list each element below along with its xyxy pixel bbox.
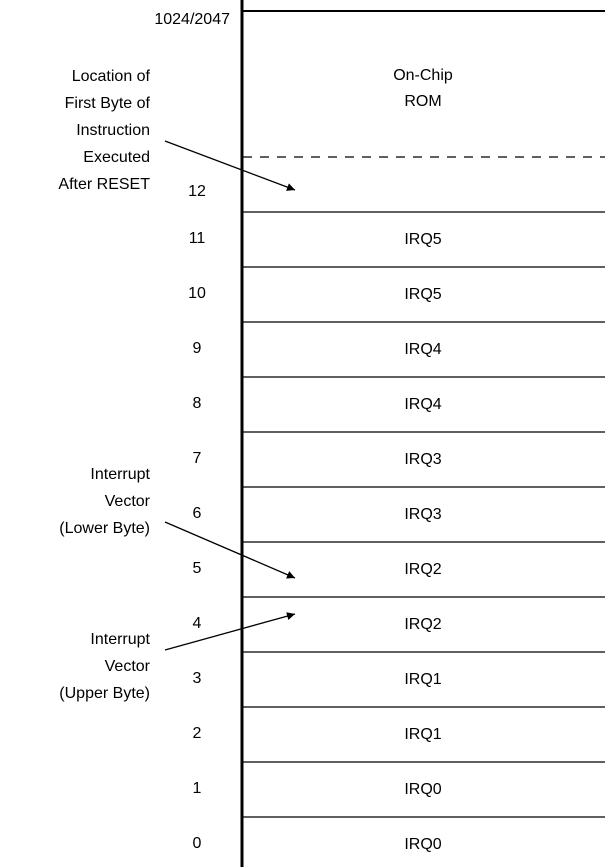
address: 0: [193, 835, 202, 852]
row-label: IRQ3: [404, 451, 441, 468]
address: 3: [193, 670, 202, 687]
address: 5: [193, 560, 202, 577]
row-label: IRQ0: [404, 781, 441, 798]
annotation: (Upper Byte): [59, 685, 150, 702]
row-label: IRQ4: [404, 396, 441, 413]
row-label: IRQ0: [404, 836, 441, 853]
annotation: First Byte of: [65, 95, 151, 112]
annotation: Interrupt: [90, 466, 150, 483]
row-label: IRQ1: [404, 726, 441, 743]
arrow: [164, 612, 296, 651]
row-label: IRQ5: [404, 231, 441, 248]
address: 4: [193, 615, 202, 632]
row-label: IRQ5: [404, 286, 441, 303]
rom-label: On-Chip: [393, 67, 453, 84]
annotation: Vector: [105, 658, 151, 675]
address: 9: [193, 340, 202, 357]
row-label: IRQ1: [404, 671, 441, 688]
annotation: Vector: [105, 493, 151, 510]
arrow: [164, 521, 296, 579]
address: 12: [188, 183, 206, 200]
rom-label: ROM: [404, 93, 441, 110]
annotation: Instruction: [76, 122, 150, 139]
address: 7: [193, 450, 202, 467]
top-address: 1024/2047: [154, 11, 230, 28]
address: 10: [188, 285, 206, 302]
arrow: [164, 140, 296, 191]
address: 8: [193, 395, 202, 412]
address: 2: [193, 725, 202, 742]
annotation: (Lower Byte): [59, 520, 150, 537]
annotation: Interrupt: [90, 631, 150, 648]
row-label: IRQ4: [404, 341, 441, 358]
address: 6: [193, 505, 202, 522]
annotation: Location of: [72, 68, 151, 85]
row-label: IRQ2: [404, 616, 441, 633]
annotation: Executed: [83, 149, 150, 166]
row-label: IRQ3: [404, 506, 441, 523]
row-label: IRQ2: [404, 561, 441, 578]
address: 1: [193, 780, 202, 797]
annotation: After RESET: [58, 176, 150, 193]
address: 11: [189, 230, 206, 247]
